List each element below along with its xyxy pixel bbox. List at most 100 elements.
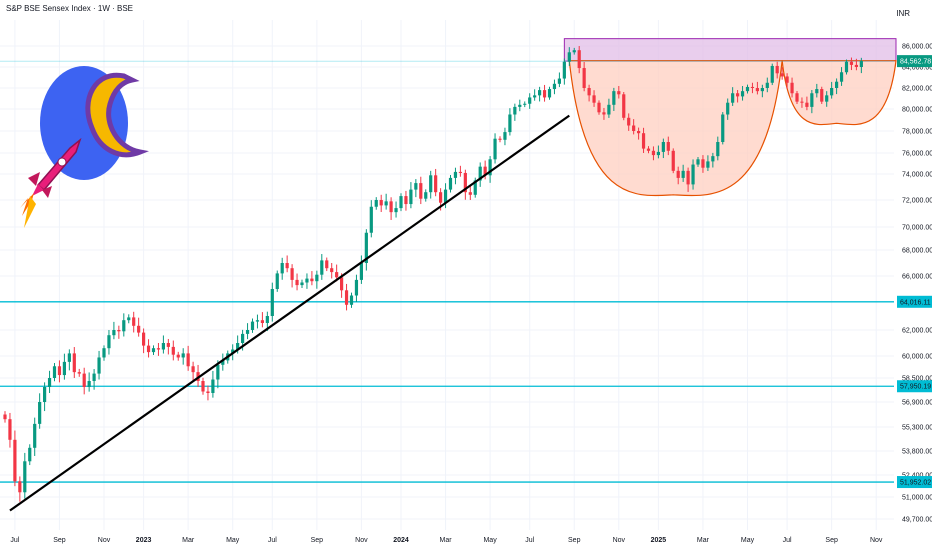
candle-body	[231, 349, 235, 354]
candle-body	[18, 481, 22, 493]
currency-label[interactable]: INR	[896, 9, 910, 18]
candle-body	[745, 86, 750, 92]
candle-body	[340, 277, 344, 291]
y-tick-label: 80,000.00	[902, 107, 932, 114]
y-tick-label: 51,000.00	[902, 495, 932, 502]
candle-body	[602, 112, 606, 115]
candle-body	[453, 171, 458, 178]
resistance-zone-box	[563, 38, 897, 62]
candle-body	[28, 447, 32, 462]
candle-body	[577, 50, 581, 69]
candle-body	[434, 175, 438, 193]
candle-body	[513, 106, 517, 115]
candle-body	[651, 150, 656, 156]
x-tick-label: Jul	[783, 537, 792, 544]
candle-body	[765, 82, 769, 88]
candle-body	[736, 93, 740, 97]
candle-body	[112, 330, 116, 336]
candle-body	[617, 91, 621, 95]
candle-body	[33, 423, 37, 448]
candle-body	[176, 354, 180, 358]
candle-body	[211, 379, 215, 393]
candle-body	[859, 61, 863, 67]
candlesticks	[3, 46, 863, 502]
price-tag-2-bg	[897, 380, 932, 393]
candle-body	[740, 91, 745, 97]
candle-body	[785, 76, 789, 83]
x-tick-label: Sep	[825, 537, 838, 544]
candle-body	[315, 274, 319, 282]
candle-body	[666, 142, 670, 151]
candle-body	[810, 93, 814, 107]
candle-body	[335, 272, 339, 278]
candle-body	[473, 180, 477, 195]
x-tick-label: May	[741, 537, 755, 544]
candle-body	[47, 378, 52, 387]
candle-body	[384, 201, 388, 206]
x-tick-label: Nov	[613, 537, 626, 544]
candle-body	[236, 343, 240, 350]
candle-body	[656, 151, 660, 156]
candle-body	[191, 366, 195, 373]
candle-body	[330, 268, 334, 273]
candle-body	[117, 330, 121, 332]
candle-body	[404, 196, 408, 205]
candle-body	[245, 330, 250, 334]
candle-body	[127, 317, 131, 321]
candle-body	[241, 333, 245, 343]
x-tick-label: Sep	[568, 537, 581, 544]
x-tick-label: Sep	[53, 537, 66, 544]
candle-body	[542, 90, 547, 98]
candle-body	[622, 94, 626, 118]
candle-body	[394, 208, 398, 213]
chart-title: S&P BSE Sensex Index · 1W · BSE	[6, 4, 134, 13]
candle-body	[646, 148, 651, 151]
candle-body	[285, 263, 289, 269]
candle-body	[681, 170, 685, 178]
y-tick-label: 52,400.00	[902, 473, 932, 480]
candle-body	[750, 86, 755, 88]
y-tick-label: 72,000.00	[902, 198, 932, 205]
y-tick-label: 74,000.00	[902, 172, 932, 179]
candle-body	[364, 232, 368, 263]
candle-body	[795, 93, 799, 102]
candle-body	[582, 68, 586, 88]
candle-body	[448, 177, 453, 190]
candle-body	[775, 65, 779, 74]
candle-body	[137, 325, 141, 333]
candle-body	[641, 133, 646, 149]
candle-body	[478, 166, 482, 181]
candle-body	[151, 348, 156, 353]
x-tick-label: Jul	[10, 537, 19, 544]
candle-body	[409, 189, 413, 205]
candle-body	[547, 89, 552, 98]
x-tick-label: Nov	[870, 537, 883, 544]
candle-body	[97, 357, 101, 374]
candle-body	[463, 172, 467, 193]
price-tag-2: 57,950.19	[900, 384, 931, 391]
x-tick-label: 2024	[393, 537, 409, 544]
candle-body	[374, 200, 378, 207]
candle-body	[300, 282, 304, 286]
candle-body	[57, 366, 62, 376]
candle-body	[731, 93, 735, 103]
candle-body	[250, 321, 255, 330]
candle-body	[607, 104, 611, 115]
candle-body	[711, 156, 715, 162]
x-tick-label: Jul	[525, 537, 534, 544]
x-tick-label: Mar	[697, 537, 710, 544]
candle-body	[389, 201, 393, 213]
candle-body	[716, 142, 720, 157]
trendline-group	[9, 114, 570, 512]
price-tags: 64,016.11 57,950.19 51,952.02 84,562.78	[897, 55, 932, 489]
candle-body	[13, 439, 17, 482]
candle-body	[830, 88, 834, 96]
x-tick-label: May	[483, 537, 497, 544]
y-tick-label: 66,000.00	[902, 274, 932, 281]
y-tick-label: 82,000.00	[902, 86, 932, 93]
candle-body	[379, 200, 383, 206]
candle-body	[691, 164, 695, 185]
y-tick-label: 78,000.00	[902, 129, 932, 136]
candle-body	[255, 320, 260, 322]
